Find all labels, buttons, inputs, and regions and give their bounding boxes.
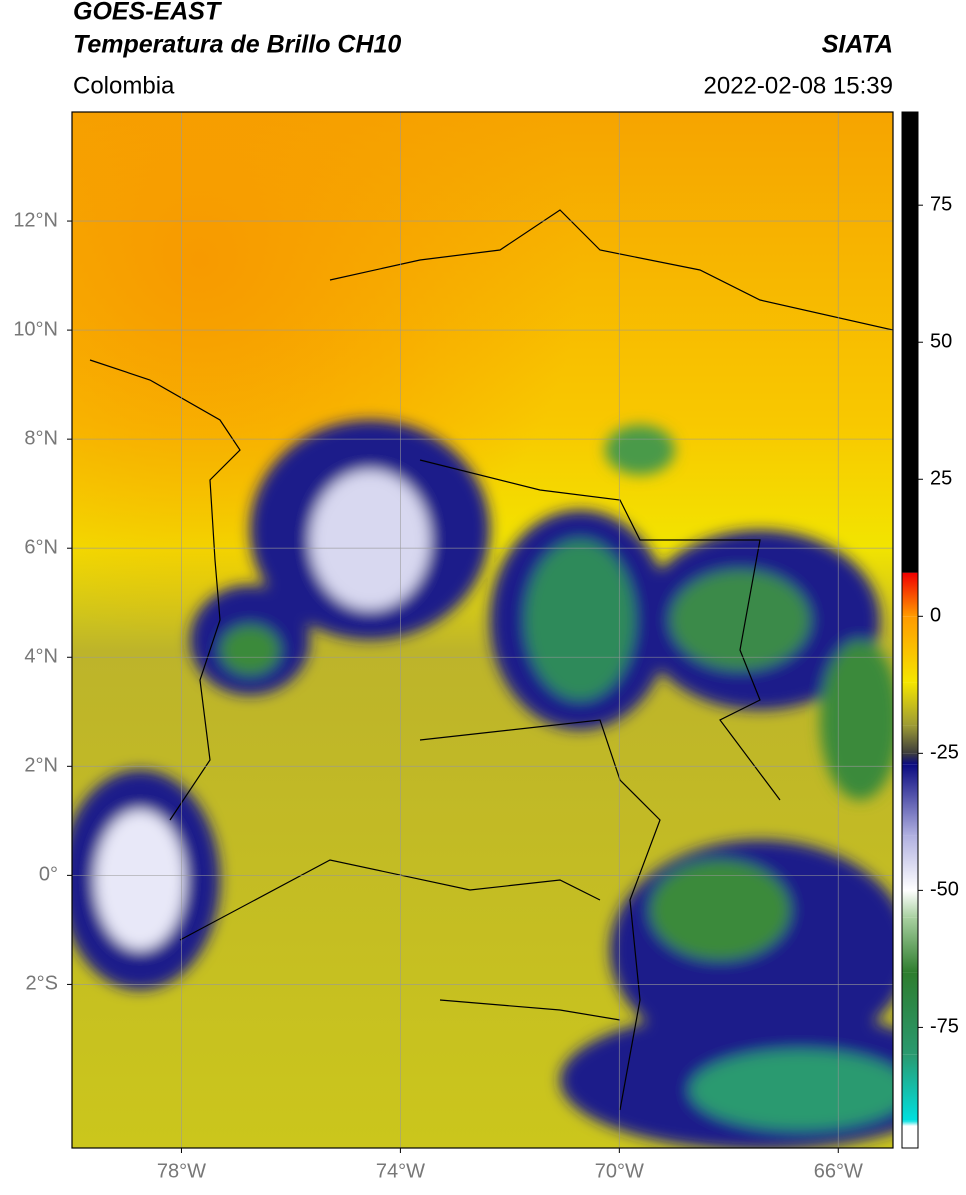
colorbar-segment bbox=[902, 572, 918, 617]
satellite-image bbox=[72, 112, 893, 1148]
colorbar-segment bbox=[902, 112, 918, 573]
colorbar-segment bbox=[902, 890, 918, 918]
colorbar-segment bbox=[902, 682, 918, 726]
colorbar-segment bbox=[902, 1120, 918, 1127]
y-tick-label: 10°N bbox=[13, 318, 58, 340]
colorbar-segment bbox=[902, 616, 918, 683]
x-tick-label: 74°W bbox=[376, 1160, 425, 1182]
y-tick-label: 0° bbox=[39, 864, 58, 886]
colorbar-segment bbox=[902, 835, 918, 891]
y-tick-label: 12°N bbox=[13, 209, 58, 231]
y-tick-label: 6°N bbox=[24, 536, 58, 558]
colorbar-segment bbox=[902, 572, 918, 573]
x-tick-label: 70°W bbox=[595, 1160, 644, 1182]
colorbar-tick-label: 0 bbox=[930, 605, 941, 627]
colorbar-segment bbox=[902, 917, 918, 973]
x-tick-label: 66°W bbox=[814, 1160, 863, 1182]
colorbar-tick-label: 75 bbox=[930, 193, 952, 215]
title-line1: GOES-EAST bbox=[73, 0, 223, 26]
colorbar-segment bbox=[902, 725, 918, 754]
x-tick-label: 78°W bbox=[157, 1160, 206, 1182]
map-frame bbox=[71, 111, 894, 1149]
y-tick-label: 4°N bbox=[24, 646, 58, 668]
colorbar-tick-label: -75 bbox=[930, 1016, 959, 1038]
y-tick-label: 2°S bbox=[26, 973, 58, 995]
colorbar-tick-label: -25 bbox=[930, 742, 959, 764]
colorbar-frame bbox=[901, 111, 919, 1149]
colorbar-tick-label: 50 bbox=[930, 331, 952, 353]
colorbar-tick-label: 25 bbox=[930, 468, 952, 490]
grid bbox=[72, 112, 893, 1148]
y-tick-label: 8°N bbox=[24, 427, 58, 449]
colorbar-segment bbox=[902, 1126, 918, 1148]
colorbar-segment bbox=[902, 753, 918, 765]
colorbar-segment bbox=[902, 972, 918, 1055]
colorbar-segment bbox=[902, 764, 918, 836]
y-tick-label: 2°N bbox=[24, 755, 58, 777]
source: SIATA bbox=[822, 31, 893, 59]
title-line2: Temperatura de Brillo CH10 bbox=[73, 31, 401, 59]
colorbar-segment bbox=[902, 1054, 918, 1121]
datetime: 2022-02-08 15:39 bbox=[704, 72, 894, 99]
colorbar-tick-label: -50 bbox=[930, 879, 959, 901]
region: Colombia bbox=[73, 72, 175, 99]
